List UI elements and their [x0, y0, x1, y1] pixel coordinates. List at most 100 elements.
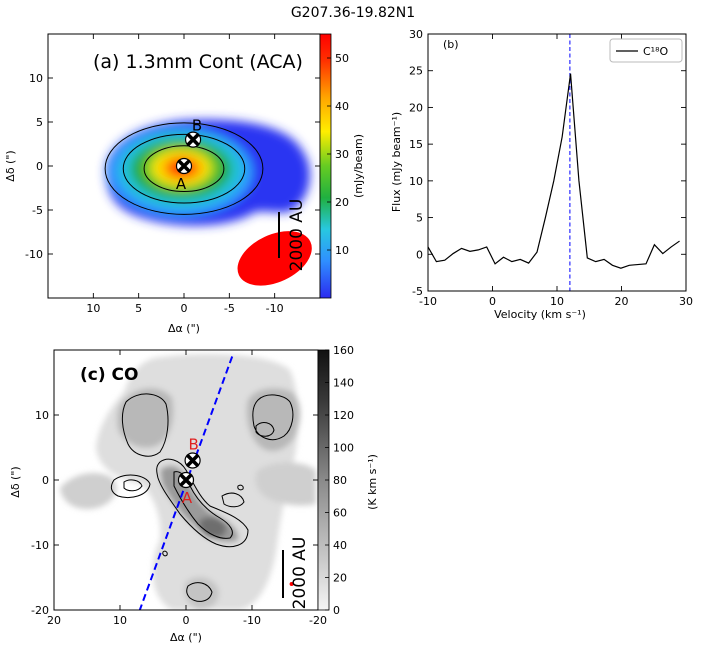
panel-c-beam [289, 582, 294, 586]
panel-c-y-tick-label: -20 [31, 604, 49, 617]
panel-b-x-tick-label: -10 [419, 295, 437, 308]
panel-a-y-tick-label: 0 [36, 160, 43, 173]
panel-c-colorbar-tick-label: 20 [333, 572, 347, 585]
panel-c-x-tick-label: -10 [243, 614, 261, 627]
panel-c-scalebar-label: 2000 AU [290, 537, 310, 610]
panel-a-y-tick-label: 10 [29, 72, 43, 85]
panel-b-x-tick-label: 10 [550, 295, 564, 308]
panel-a-x-tick-label: 5 [135, 302, 142, 315]
panel-b-title: (b) [443, 38, 459, 51]
panel-a-colorbar-tick-label: 30 [335, 148, 349, 161]
panel-b-y-tick-label: 20 [409, 101, 423, 114]
panel-c-west-blob [60, 473, 117, 510]
panel-a-colorbar-label: (mJy/beam) [352, 134, 365, 198]
panel-c-contour-small-2 [237, 484, 244, 491]
panel-a: A B 2000 AU -10 -5 0 5 10 -10 -5 0 5 10 (a) 1.3mm Co… [4, 33, 365, 335]
panel-b-y-tick-label: 30 [409, 28, 423, 41]
panel-a-colorbar-ramp [319, 33, 332, 299]
panel-b-y-tick-label: -5 [412, 285, 423, 298]
panel-a-source-b-marker-cross [186, 133, 200, 146]
panel-c-contour-west [110, 474, 151, 498]
panel-b: -10 0 10 20 30 -5 0 5 10 15 20 25 30 (b) C¹⁸O Veloci… [390, 28, 693, 321]
panel-c-x-tick-label: 20 [47, 614, 61, 627]
panel-a-contour [104, 122, 264, 215]
panel-c-south-knot [199, 517, 227, 539]
panel-b-y-label: Flux (mJy beam⁻¹) [390, 112, 403, 212]
panel-b-frame [427, 33, 687, 292]
panel-c-contour-south [186, 582, 213, 602]
panel-a-contour [122, 133, 246, 204]
panel-c-x-label: Δα (") [170, 631, 202, 644]
panel-b-legend-box [609, 38, 683, 63]
panel-c-colorbar-tick-label: 40 [333, 539, 347, 552]
panel-b-plot-area [428, 34, 680, 291]
panel-c-colorbar-tick-label: 0 [333, 604, 340, 617]
panel-a-x-tick-label: -10 [266, 302, 284, 315]
panel-a-title: (a) 1.3mm Cont (ACA) [93, 51, 303, 73]
panel-c-colorbar-label: (K km s⁻¹) [366, 454, 379, 510]
panel-c-colorbar-tick-label: 100 [333, 442, 354, 455]
panel-a-colorbar-tick-label: 50 [335, 52, 349, 65]
panel-a-colorbar-tick-label: 40 [335, 100, 349, 113]
panel-a-source-a-marker-cross [177, 159, 191, 173]
panel-a-colorbar-tick-label: 20 [335, 196, 349, 209]
panel-a-x-tick-label: 0 [181, 302, 188, 315]
panel-c-y-label: Δδ (") [9, 466, 22, 497]
panel-c-contour-ne-inner [255, 422, 275, 437]
panel-a-plot: A B 2000 AU -10 -5 0 5 10 -10 -5 0 5 10 [25, 34, 320, 315]
panel-c-colorbar-tick-label: 120 [333, 409, 354, 422]
panel-b-y-tick-label: 15 [409, 138, 423, 151]
panel-a-scalebar-label: 2000 AU [287, 199, 307, 272]
panel-b-y-tick-label: 0 [416, 248, 423, 261]
panel-a-contour [143, 145, 225, 193]
panel-a-y-tick-label: 5 [36, 116, 43, 129]
panel-c-colorbar-tick-label: 60 [333, 507, 347, 520]
panel-c-contour-small-1 [162, 550, 168, 557]
panel-c-contour-west-inner [123, 479, 143, 492]
panel-b-y-tick-label: 10 [409, 175, 423, 188]
panel-c-source-label: A [182, 489, 193, 507]
panel-c-y-tick-label: -10 [31, 539, 49, 552]
panel-a-x-tick-label: 10 [86, 302, 100, 315]
panel-b-y-tick-label: 25 [409, 65, 423, 78]
panel-a-source-label: B [192, 117, 202, 135]
panel-b-x-tick-label: 30 [679, 295, 693, 308]
panel-a-beam [237, 231, 312, 286]
panel-b-y-tick-label: 5 [416, 212, 423, 225]
panel-a-source-label: A [176, 175, 187, 193]
panel-a-y-tick-label: -10 [25, 248, 43, 261]
panel-c-south-rim [184, 577, 219, 610]
panel-b-series-c18o [428, 73, 680, 269]
panel-a-y-label: Δδ (") [4, 150, 17, 181]
panel-b-legend-label: C¹⁸O [643, 45, 669, 58]
panel-c-colorbar-tick-label: 140 [333, 377, 354, 390]
panel-c-colorbar: 0 20 40 60 80 100 120 140 160 [317, 344, 354, 617]
panel-c-x-tick-label: 10 [113, 614, 127, 627]
panel-b-legend: C¹⁸O [609, 38, 683, 63]
panel-a-x-label: Δα (") [168, 322, 200, 335]
panel-b-x-tick-label: 20 [615, 295, 629, 308]
panel-b-plot: -10 0 10 20 30 -5 0 5 10 15 20 25 30 [409, 28, 693, 308]
panel-a-y-tick-label: -5 [32, 204, 43, 217]
panel-c-nw-lobe [117, 388, 174, 448]
panel-c-contour-ne [252, 394, 294, 441]
panel-b-x-tick-label: 0 [489, 295, 496, 308]
panel-c-y-tick-label: 10 [35, 409, 49, 422]
panel-c-source-b-marker-cross [186, 454, 199, 467]
panel-c-y-tick-label: 0 [42, 474, 49, 487]
panel-c-colorbar-tick-label: 160 [333, 344, 354, 357]
panel-c-contour-east [221, 492, 245, 508]
panel-c-source-a-marker-cross [179, 473, 193, 487]
panel-b-x-label: Velocity (km s⁻¹) [494, 308, 586, 321]
panel-a-x-tick-label: -5 [224, 302, 235, 315]
panel-c-title: (c) CO [80, 365, 138, 385]
panel-c-contour-north [121, 393, 169, 457]
panel-c-x-tick-label: -20 [309, 614, 327, 627]
panel-c-source-label: B [188, 436, 198, 454]
panel-a-colorbar-tick-label: 10 [335, 244, 349, 257]
panel-c-colorbar-tick-label: 80 [333, 474, 347, 487]
panel-c-east-blob [255, 462, 316, 506]
